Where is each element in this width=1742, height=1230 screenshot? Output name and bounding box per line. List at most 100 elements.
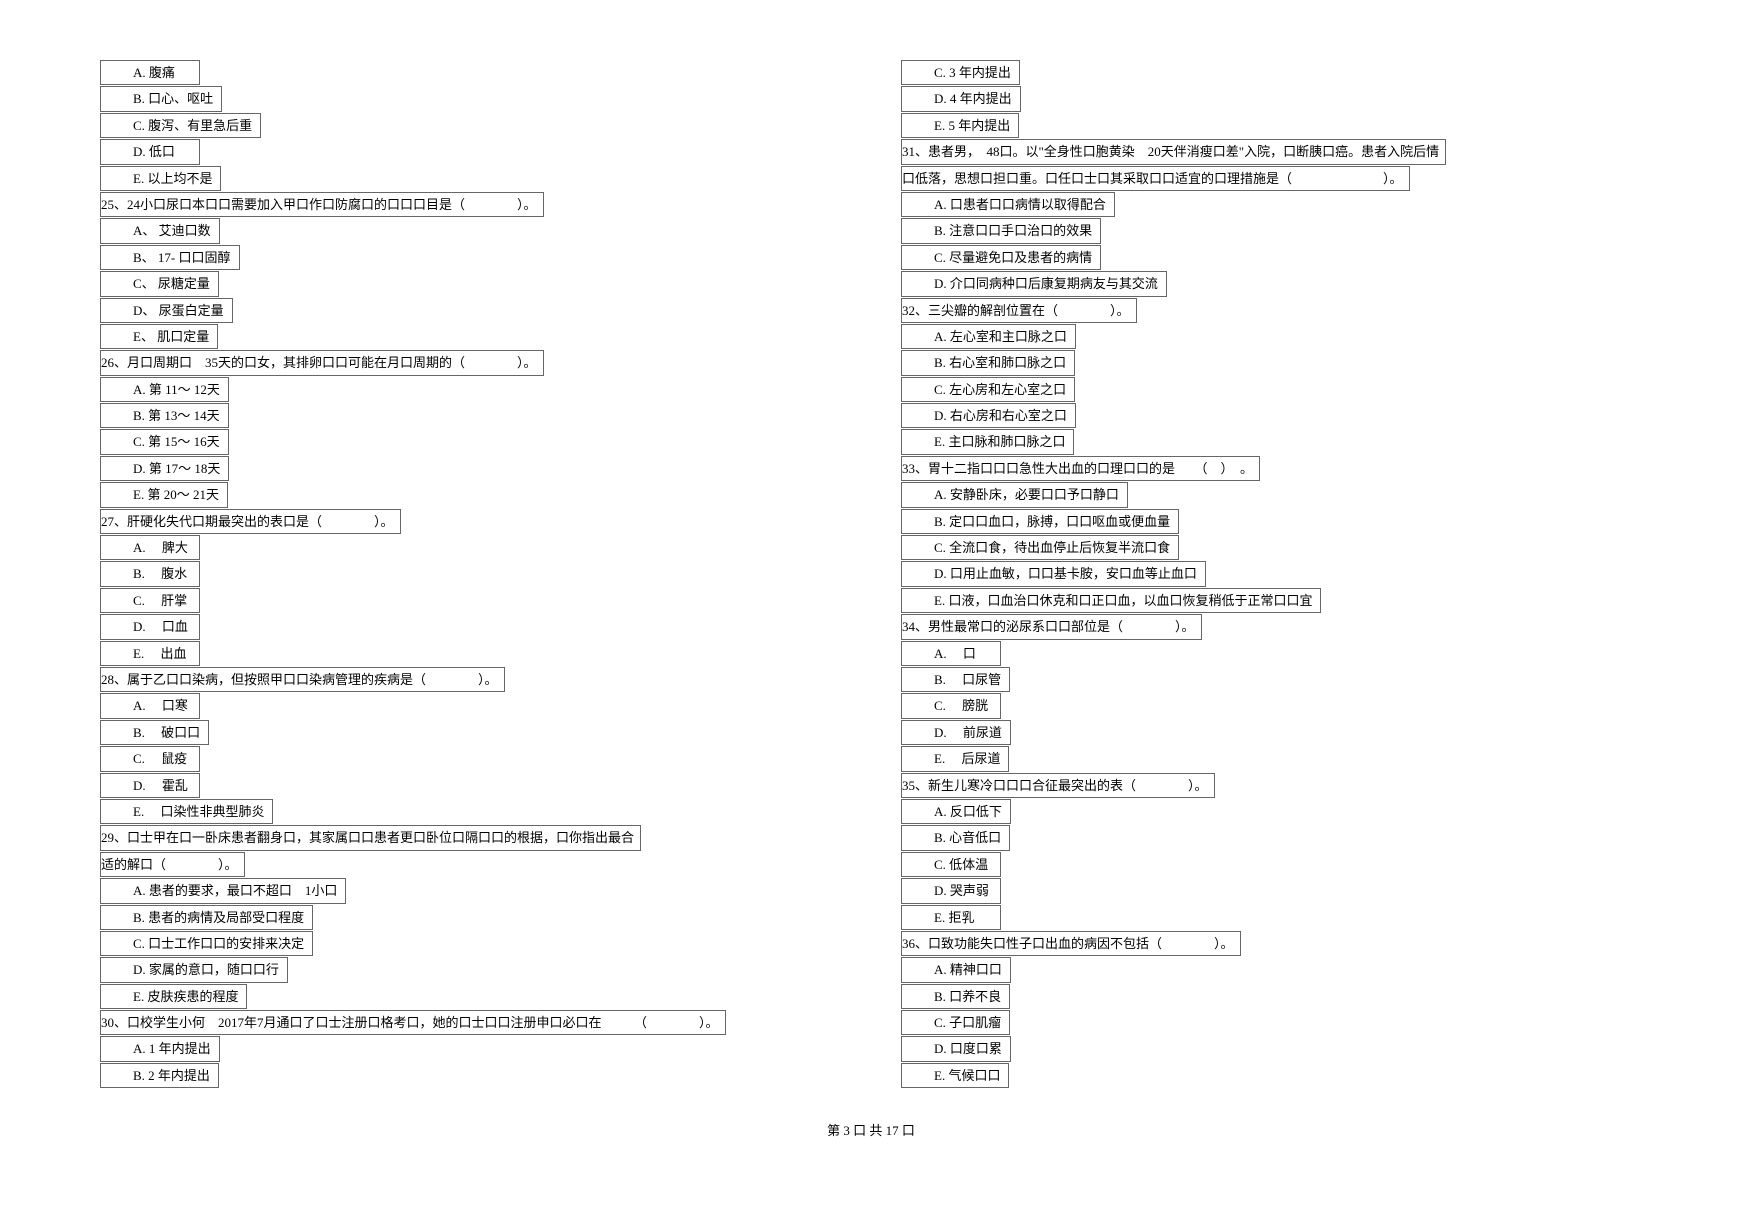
option-row: A. 口患者口口病情以取得配合 [901, 192, 1642, 218]
option-row: B. 注意口口手口治口的效果 [901, 218, 1642, 244]
option-row: B. 2 年内提出 [100, 1063, 841, 1089]
option-A: A. 1 年内提出 [100, 1036, 220, 1061]
option-A: A. 反口低下 [901, 799, 1011, 824]
option-A: A. 脾大 [100, 535, 200, 560]
option-E: E. 拒乳 [901, 905, 1001, 930]
option-row: A. 患者的要求，最口不超口 1小口 [100, 878, 841, 904]
option-A: A. 口患者口口病情以取得配合 [901, 192, 1115, 217]
q31-stem1: 31、患者男， 48口。以"全身性口胞黄染 20天伴消瘦口差"入院，口断胰口癌。… [901, 139, 1446, 164]
q34-stem: 34、男性最常口的泌尿系口口部位是（ ）。 [901, 614, 1202, 639]
option-C: C. 鼠疫 [100, 746, 200, 771]
option-E: E. 第 20～ 21天 [100, 482, 228, 507]
option-C: C. 低体温 [901, 852, 1001, 877]
q35-stem: 35、新生儿寒冷口口口合征最突出的表（ ）。 [901, 773, 1215, 798]
option-D: D. 哭声弱 [901, 878, 1001, 903]
option-row: E. 皮肤疾患的程度 [100, 984, 841, 1010]
option-row: B. 定口口血口，脉搏，口口呕血或便血量 [901, 509, 1642, 535]
option-E: E. 皮肤疾患的程度 [100, 984, 247, 1009]
q32-stem: 32、三尖瓣的解剖位置在（ ）。 [901, 298, 1137, 323]
option-row: E. 5 年内提出 [901, 113, 1642, 139]
option-A: A. 腹痛 [100, 60, 200, 85]
option-C: C、 尿糖定量 [100, 271, 219, 296]
q28-stem: 28、属于乙口口染病，但按照甲口口染病管理的疾病是（ ）。 [100, 667, 505, 692]
option-row: C. 腹泻、有里急后重 [100, 113, 841, 139]
option-row: D. 口用止血敏，口口基卡胺，安口血等止血口 [901, 561, 1642, 587]
option-D: D. 口血 [100, 614, 200, 639]
option-row: B. 心音低口 [901, 825, 1642, 851]
option-row: C. 肝掌 [100, 588, 841, 614]
option-row: A. 反口低下 [901, 799, 1642, 825]
option-A: A、 艾迪口数 [100, 218, 220, 243]
option-row: D. 口度口累 [901, 1036, 1642, 1062]
option-row: C. 子口肌瘤 [901, 1010, 1642, 1036]
option-row: A. 安静卧床，必要口口予口静口 [901, 482, 1642, 508]
option-row: E. 主口脉和肺口脉之口 [901, 429, 1642, 455]
q31-stem2: 口低落，思想口担口重。口任口士口其采取口口适宜的口理措施是（ ）。 [901, 166, 1410, 191]
option-B: B. 口尿管 [901, 667, 1010, 692]
option-A: A. 第 11～ 12天 [100, 377, 229, 402]
option-E: E. 出血 [100, 641, 200, 666]
option-row: A. 左心室和主口脉之口 [901, 324, 1642, 350]
option-row: D、 尿蛋白定量 [100, 298, 841, 324]
option-row: E. 后尿道 [901, 746, 1642, 772]
option-D: D. 口用止血敏，口口基卡胺，安口血等止血口 [901, 561, 1206, 586]
option-B: B. 患者的病情及局部受口程度 [100, 905, 313, 930]
option-row: C. 膀胱 [901, 693, 1642, 719]
option-row: E、 肌口定量 [100, 324, 841, 350]
option-D: D、 尿蛋白定量 [100, 298, 233, 323]
option-row: C. 左心房和左心室之口 [901, 377, 1642, 403]
option-B: B. 口心、呕吐 [100, 86, 222, 111]
option-row: C. 全流口食，待出血停止后恢复半流口食 [901, 535, 1642, 561]
q36-stem: 36、口致功能失口性子口出血的病因不包括（ ）。 [901, 931, 1241, 956]
option-row: A. 口寒 [100, 693, 841, 719]
option-row: D. 家属的意口，随口口行 [100, 957, 841, 983]
option-row: B. 口尿管 [901, 667, 1642, 693]
option-row: D. 低口 [100, 139, 841, 165]
option-E: E. 5 年内提出 [901, 113, 1019, 138]
option-row: D. 第 17～ 18天 [100, 456, 841, 482]
option-C: C. 腹泻、有里急后重 [100, 113, 261, 138]
option-row: A. 口 [901, 641, 1642, 667]
option-row: D. 4 年内提出 [901, 86, 1642, 112]
option-E: E. 以上均不是 [100, 166, 221, 191]
q33-stem: 33、胃十二指口口口急性大出血的口理口口的是 （ ） 。 [901, 456, 1260, 481]
option-row: A. 精神口口 [901, 957, 1642, 983]
option-row: C. 口士工作口口的安排来决定 [100, 931, 841, 957]
option-B: B. 2 年内提出 [100, 1063, 219, 1088]
option-row: D. 哭声弱 [901, 878, 1642, 904]
option-D: D. 4 年内提出 [901, 86, 1021, 111]
option-row: E. 第 20～ 21天 [100, 482, 841, 508]
option-row: B. 口心、呕吐 [100, 86, 841, 112]
option-row: E. 口染性非典型肺炎 [100, 799, 841, 825]
exam-page: A. 腹痛B. 口心、呕吐C. 腹泻、有里急后重D. 低口E. 以上均不是 25… [100, 60, 1642, 1089]
q29-stem1: 29、口士甲在口一卧床患者翻身口，其家属口口患者更口卧位口隔口口的根据，口你指出… [100, 825, 641, 850]
option-B: B. 心音低口 [901, 825, 1010, 850]
option-row: E. 以上均不是 [100, 166, 841, 192]
option-B: B. 破口口 [100, 720, 209, 745]
page-footer: 第 3 口 共 17 口 [100, 1119, 1642, 1142]
option-C: C. 尽量避免口及患者的病情 [901, 245, 1101, 270]
option-row: B. 右心室和肺口脉之口 [901, 350, 1642, 376]
option-D: D. 家属的意口，随口口行 [100, 957, 288, 982]
option-D: D. 口度口累 [901, 1036, 1011, 1061]
option-E: E. 口液，口血治口休克和口正口血，以血口恢复稍低于正常口口宜 [901, 588, 1321, 613]
left-column: A. 腹痛B. 口心、呕吐C. 腹泻、有里急后重D. 低口E. 以上均不是 25… [100, 60, 841, 1089]
option-row: E. 口液，口血治口休克和口正口血，以血口恢复稍低于正常口口宜 [901, 588, 1642, 614]
option-A: A. 口寒 [100, 693, 200, 718]
option-E: E. 主口脉和肺口脉之口 [901, 429, 1074, 454]
option-B: B、 17- 口口固醇 [100, 245, 240, 270]
option-row: D. 右心房和右心室之口 [901, 403, 1642, 429]
option-A: A. 口 [901, 641, 1001, 666]
option-row: D. 介口同病种口后康复期病友与其交流 [901, 271, 1642, 297]
q27-stem: 27、肝硬化失代口期最突出的表口是（ ）。 [100, 509, 401, 534]
option-row: D. 口血 [100, 614, 841, 640]
option-row: B. 腹水 [100, 561, 841, 587]
option-B: B. 腹水 [100, 561, 200, 586]
option-C: C. 3 年内提出 [901, 60, 1020, 85]
option-E: E. 后尿道 [901, 746, 1009, 771]
option-D: D. 低口 [100, 139, 200, 164]
option-row: A、 艾迪口数 [100, 218, 841, 244]
option-row: C、 尿糖定量 [100, 271, 841, 297]
option-B: B. 第 13～ 14天 [100, 403, 229, 428]
option-row: B. 第 13～ 14天 [100, 403, 841, 429]
